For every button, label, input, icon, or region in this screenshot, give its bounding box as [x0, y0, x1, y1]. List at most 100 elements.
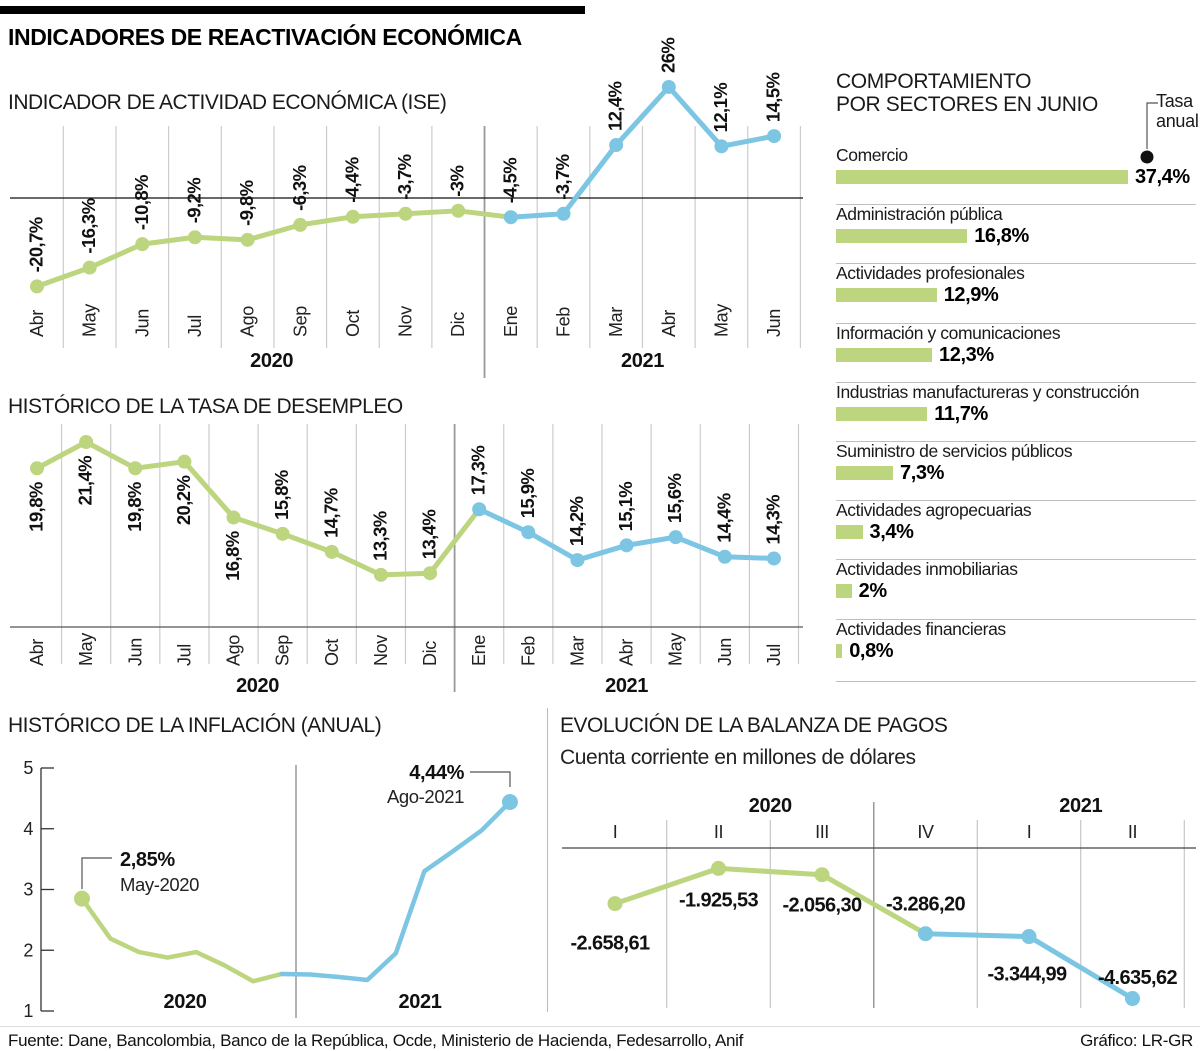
month-label: Oct [343, 310, 363, 337]
month-label: Jun [125, 638, 145, 666]
credit-note: Gráfico: LR-GR [1080, 1031, 1193, 1050]
month-label: May [80, 304, 100, 337]
year-label: 2020 [250, 350, 293, 372]
value-label: 15,8% [271, 470, 292, 520]
month-label: May [666, 633, 686, 666]
sector-value: 37,4% [1135, 166, 1190, 188]
data-point [1125, 991, 1140, 1007]
month-label: Feb [554, 307, 574, 337]
month-label: Dic [420, 641, 440, 666]
inflacion-chart-title: HISTÓRICO DE LA INFLACIÓN (ANUAL) [8, 714, 382, 737]
sector-bar [836, 525, 863, 540]
data-point [240, 232, 255, 247]
value-label: 16,8% [222, 531, 243, 581]
sectores-panel-title: COMPORTAMIENTO POR SECTORES EN JUNIO [836, 70, 1098, 116]
month-label: Ago [238, 306, 258, 337]
value-label: -2.056,30 [782, 895, 862, 917]
value-label: -2.658,61 [570, 933, 650, 955]
year-label: 2020 [749, 795, 792, 817]
month-label: Dic [448, 312, 468, 337]
sector-row: Actividades agropecuarias 3,4% [836, 501, 1196, 561]
sectores-title-line1: COMPORTAMIENTO [836, 70, 1032, 93]
data-point [521, 525, 536, 540]
value-label: -20,7% [26, 217, 47, 272]
value-label: -3.286,20 [886, 894, 966, 916]
data-line [34, 439, 482, 578]
year-label: 2021 [605, 675, 648, 697]
annotation-value: 2,85% [120, 849, 175, 871]
data-point [609, 138, 624, 153]
value-label: -4.635,62 [1098, 967, 1178, 989]
data-point [503, 210, 518, 225]
sector-value: 16,8% [974, 225, 1029, 248]
value-label: -4,5% [499, 158, 520, 203]
month-label: Mar [606, 307, 626, 337]
month-label: Jun [764, 309, 784, 337]
annotation-value: 4,44% [409, 762, 464, 784]
data-point [324, 544, 339, 559]
data-point [814, 867, 830, 883]
sector-row: Información y comunicaciones 12,3% [836, 323, 1196, 383]
data-point [766, 551, 781, 566]
value-label: 20,2% [173, 476, 194, 526]
quarter-label: I [613, 822, 618, 842]
data-point [177, 454, 192, 469]
sector-value: 7,3% [900, 462, 944, 484]
year-label: 2020 [236, 675, 279, 697]
data-point [187, 230, 202, 245]
value-label: 14,2% [566, 496, 587, 546]
annotation-pointer-line [470, 771, 511, 787]
month-label: Jun [715, 638, 735, 666]
value-label: -4,4% [341, 157, 362, 202]
month-label: Oct [322, 639, 342, 666]
sector-bar-line: 12,3% [836, 345, 1196, 365]
ise-chart-title: INDICADOR DE ACTIVIDAD ECONÓMICA (ISE) [8, 91, 447, 114]
month-label: Abr [617, 639, 637, 666]
year-label: 2021 [399, 991, 442, 1013]
value-label: 14,5% [763, 72, 784, 122]
quarter-label: I [1027, 822, 1032, 842]
annotation-date: Ago-2021 [387, 786, 464, 807]
data-point [472, 502, 487, 517]
data-point [767, 129, 782, 144]
data-point [661, 79, 676, 94]
data-point [619, 538, 634, 553]
data-point [607, 896, 623, 912]
value-label: 19,8% [26, 482, 47, 532]
value-label: 17,3% [468, 446, 489, 496]
data-point [451, 203, 466, 218]
sector-row: Actividades inmobiliarias 2% [836, 560, 1196, 620]
sector-label: Actividades financieras [836, 618, 1006, 639]
data-point [398, 206, 413, 221]
value-label: -3% [447, 166, 468, 197]
sector-bar [836, 643, 843, 658]
sector-row: Actividades profesionales 12,9% [836, 264, 1196, 324]
data-line [612, 865, 928, 937]
quarter-label: III [815, 822, 829, 842]
value-label: -10,8% [131, 175, 152, 230]
data-line [508, 84, 777, 220]
annotation-pointer-line [81, 857, 112, 889]
year-label: 2020 [164, 991, 207, 1013]
month-label: Abr [27, 639, 47, 666]
value-label: 15,6% [664, 474, 685, 524]
sector-value: 2% [858, 580, 888, 603]
data-point [717, 549, 732, 564]
month-label: Jun [132, 309, 152, 337]
sector-bar-line: 0,8% [836, 639, 1196, 662]
sector-value: 0,8% [849, 639, 894, 662]
value-label: -6,3% [289, 165, 310, 210]
page-title: INDICADORES DE REACTIVACIÓN ECONÓMICA [8, 24, 522, 50]
data-point [570, 553, 585, 568]
month-label: Ene [469, 635, 489, 666]
sector-label: Administración pública [836, 204, 1003, 225]
value-label: 19,8% [124, 482, 145, 532]
sector-bar-line: 12,9% [836, 285, 1196, 305]
data-point [275, 526, 290, 541]
month-label: Sep [273, 635, 293, 666]
month-label: Nov [371, 635, 391, 666]
top-black-bar [0, 6, 585, 14]
data-point [79, 435, 94, 449]
month-label: Mar [567, 636, 587, 666]
